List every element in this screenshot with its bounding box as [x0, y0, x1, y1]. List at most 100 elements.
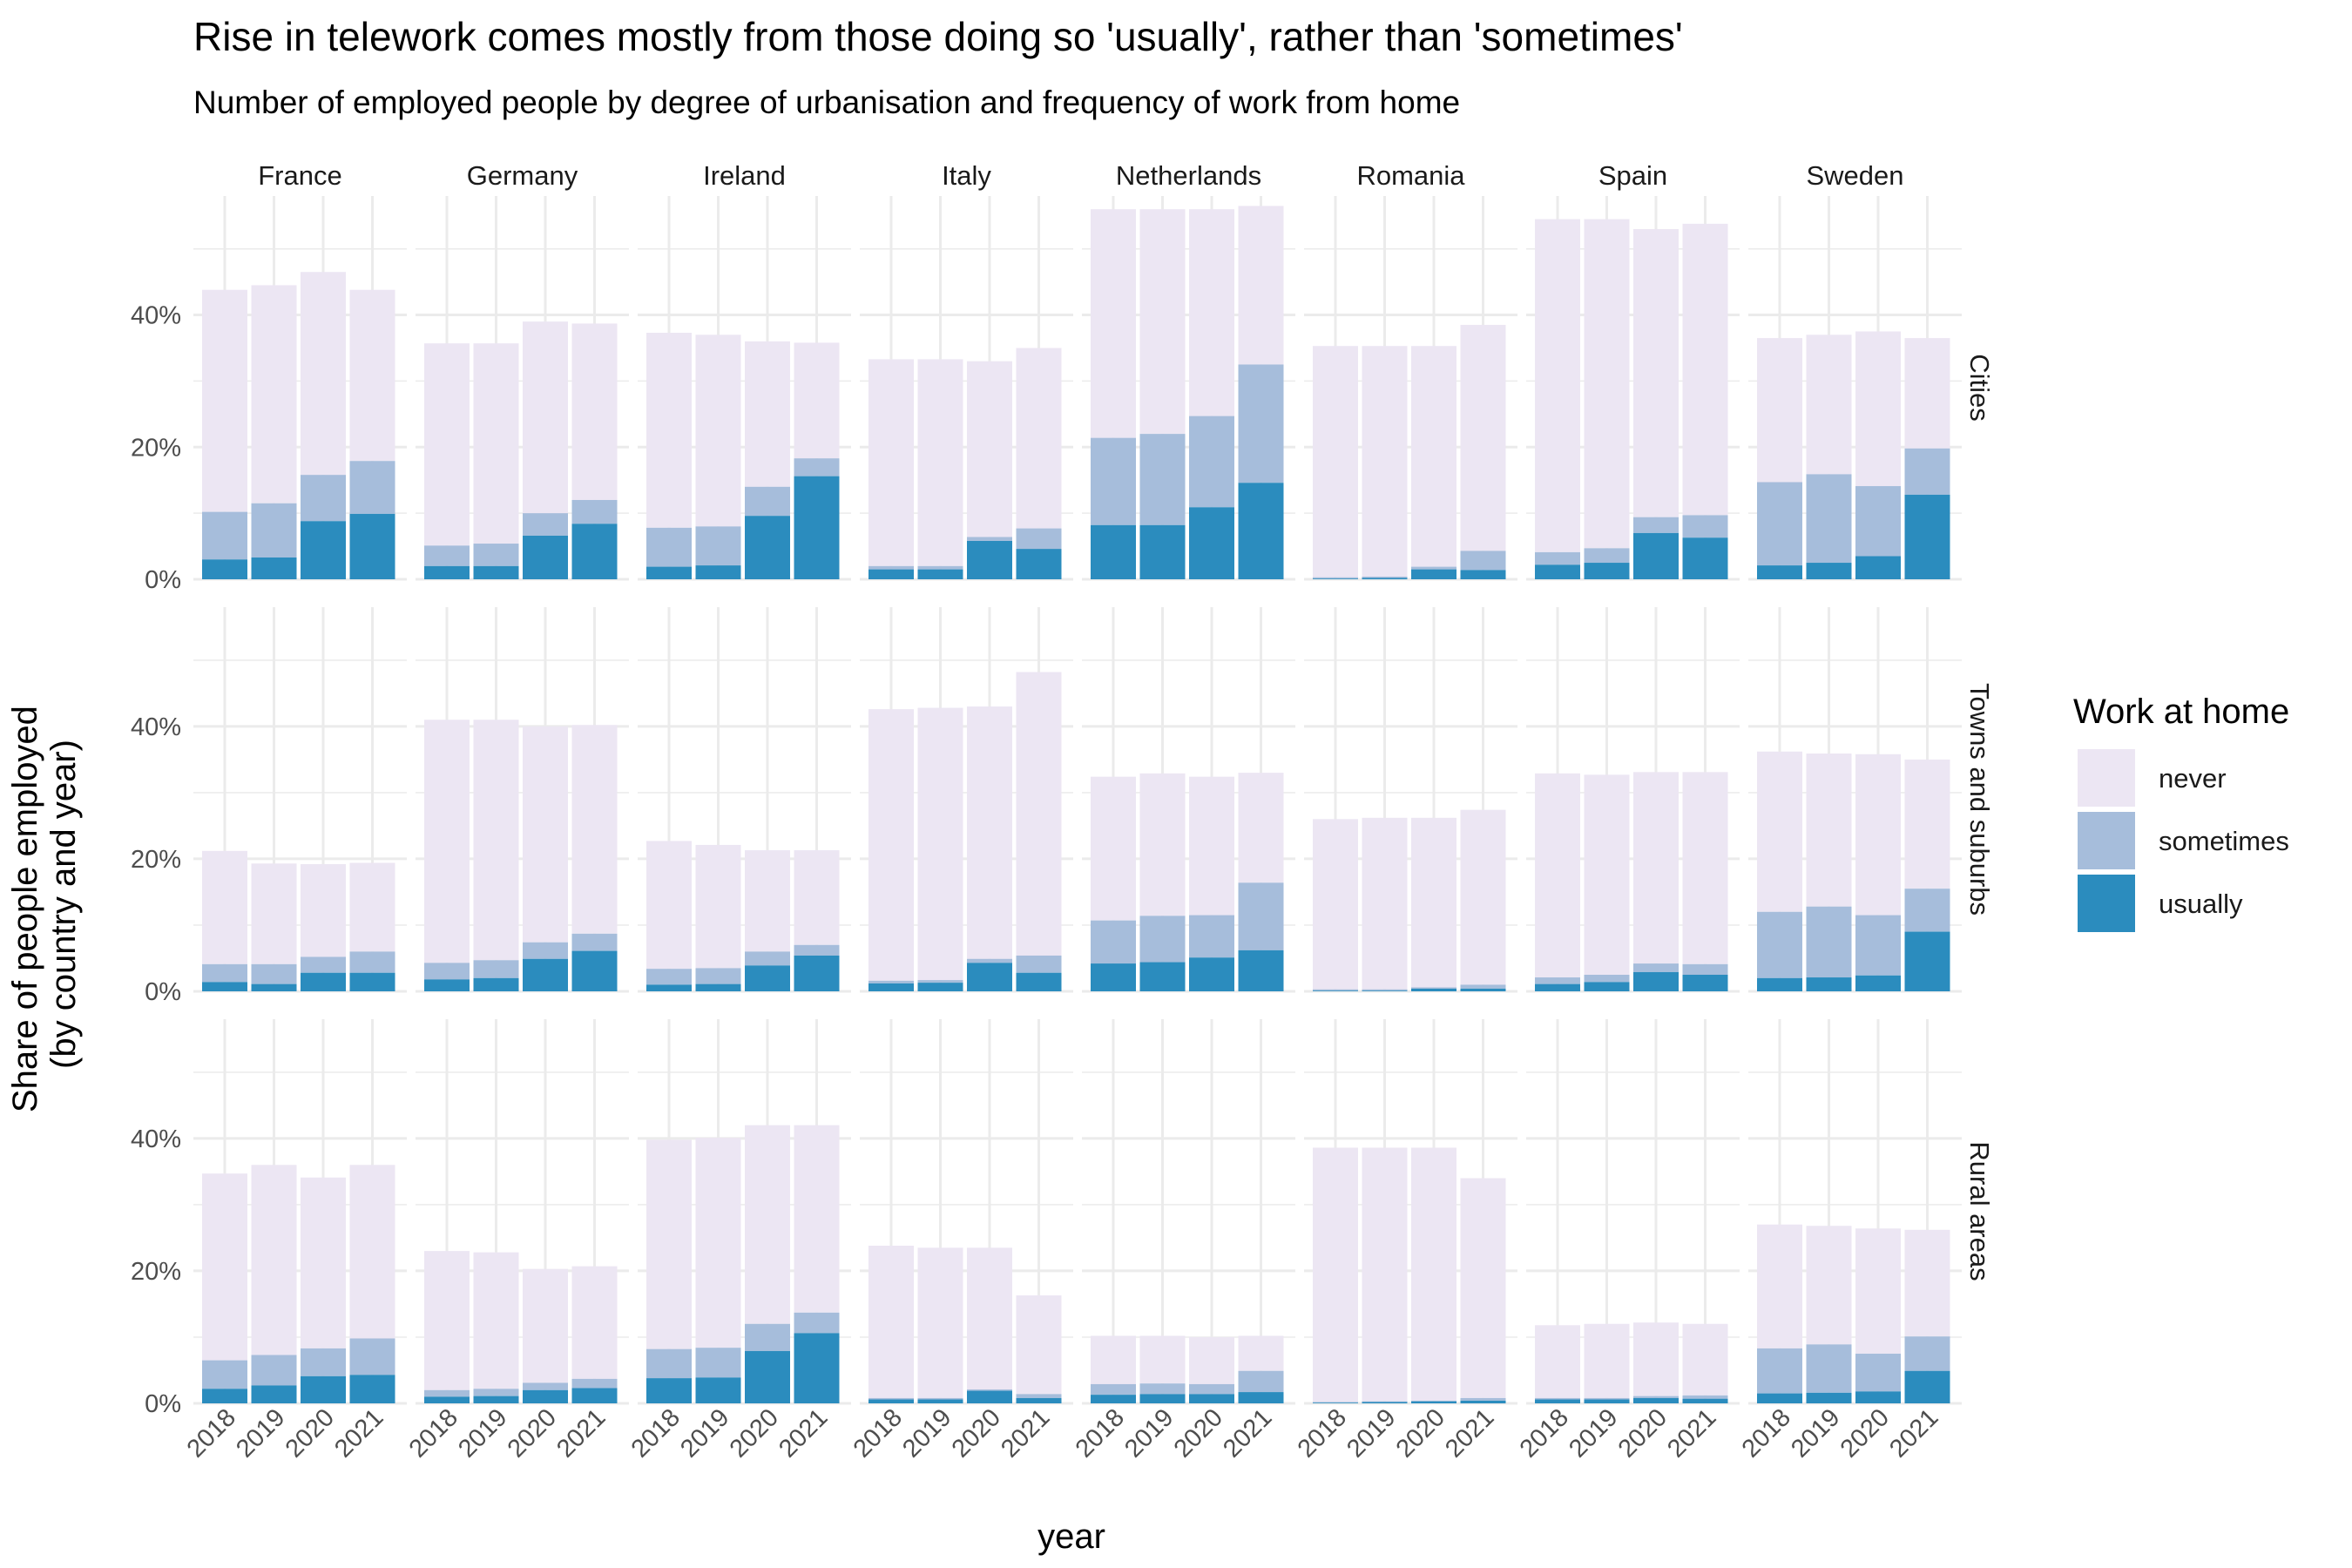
bar-towns-and-suburbs-france-2020-sometimes	[301, 956, 346, 973]
x-tick-label: 2020	[1613, 1403, 1673, 1463]
bar-rural-areas-ireland-2018-usually	[646, 1378, 692, 1403]
bar-towns-and-suburbs-romania-2021-usually	[1460, 988, 1506, 991]
bar-rural-areas-spain-2021-never	[1682, 1323, 1728, 1396]
bar-towns-and-suburbs-sweden-2021-usually	[1904, 931, 1950, 991]
bar-rural-areas-netherlands-2019-sometimes	[1139, 1383, 1186, 1395]
bar-cities-italy-2021-never	[1016, 348, 1062, 529]
bar-towns-and-suburbs-romania-2019-never	[1362, 817, 1408, 990]
bar-cities-france-2021-never	[349, 289, 395, 462]
x-tick-label: 2018	[1515, 1403, 1574, 1463]
bar-rural-areas-sweden-2019-usually	[1806, 1392, 1852, 1403]
bar-rural-areas-netherlands-2020-never	[1189, 1336, 1234, 1384]
bar-rural-areas-france-2019-sometimes	[251, 1355, 297, 1386]
facet-strip-rural-areas: Rural areas	[1964, 1141, 1995, 1281]
x-tick-label: 2019	[231, 1403, 290, 1463]
bar-towns-and-suburbs-romania-2018-usually	[1313, 990, 1358, 991]
chart-title: Rise in telework comes mostly from those…	[193, 14, 1683, 59]
bar-towns-and-suburbs-italy-2018-sometimes	[868, 980, 914, 983]
bar-towns-and-suburbs-netherlands-2021-never	[1238, 773, 1284, 883]
bar-cities-romania-2021-never	[1460, 324, 1506, 551]
bar-towns-and-suburbs-ireland-2021-sometimes	[794, 944, 840, 956]
x-tick-label: 2018	[1071, 1403, 1130, 1463]
bar-cities-germany-2021-usually	[571, 524, 618, 579]
bar-cities-germany-2019-sometimes	[473, 544, 519, 566]
bar-rural-areas-romania-2021-usually	[1460, 1400, 1506, 1403]
x-tick-label: 2018	[1293, 1403, 1352, 1463]
bar-cities-italy-2021-usually	[1016, 549, 1062, 579]
bar-cities-france-2020-never	[301, 272, 346, 476]
bar-towns-and-suburbs-ireland-2021-never	[794, 850, 840, 945]
bar-rural-areas-france-2018-never	[202, 1173, 247, 1361]
bar-towns-and-suburbs-france-2018-sometimes	[202, 963, 247, 983]
y-tick-label: 20%	[131, 846, 181, 874]
bar-rural-areas-germany-2020-never	[523, 1268, 568, 1383]
bar-cities-romania-2020-usually	[1411, 569, 1456, 579]
bar-rural-areas-italy-2021-usually	[1016, 1397, 1062, 1403]
x-tick-label: 2020	[1391, 1403, 1450, 1463]
facet-strip-germany: Germany	[467, 160, 578, 191]
bar-rural-areas-france-2020-never	[301, 1177, 346, 1348]
bar-cities-germany-2021-sometimes	[571, 499, 618, 524]
bar-towns-and-suburbs-sweden-2019-sometimes	[1806, 906, 1852, 978]
bar-towns-and-suburbs-france-2019-usually	[251, 983, 297, 991]
bar-rural-areas-ireland-2020-never	[745, 1125, 790, 1324]
bar-towns-and-suburbs-germany-2020-never	[523, 726, 568, 943]
x-tick-label: 2020	[503, 1403, 562, 1463]
bar-towns-and-suburbs-germany-2019-never	[473, 720, 519, 961]
x-tick-label: 2019	[1119, 1403, 1179, 1463]
bar-rural-areas-netherlands-2019-usually	[1139, 1394, 1186, 1403]
bar-rural-areas-sweden-2019-never	[1806, 1226, 1852, 1345]
bar-cities-italy-2021-sometimes	[1016, 528, 1062, 550]
bar-rural-areas-france-2020-sometimes	[301, 1348, 346, 1376]
panel-rural-areas-netherlands	[1082, 1019, 1295, 1405]
x-tick-label: 2019	[1564, 1403, 1623, 1463]
bar-cities-france-2021-usually	[349, 513, 395, 579]
bar-rural-areas-germany-2019-usually	[473, 1396, 519, 1403]
bar-rural-areas-spain-2020-usually	[1633, 1397, 1679, 1403]
bar-cities-italy-2020-usually	[967, 541, 1012, 579]
bar-cities-sweden-2019-usually	[1806, 563, 1852, 579]
bar-cities-spain-2018-usually	[1535, 564, 1580, 579]
bar-rural-areas-netherlands-2021-sometimes	[1238, 1370, 1284, 1393]
y-axis-title: Share of people employed (by country and…	[6, 696, 83, 1112]
facet-strip-netherlands: Netherlands	[1116, 160, 1261, 191]
bar-cities-germany-2018-usually	[424, 565, 470, 579]
bar-cities-france-2019-sometimes	[251, 503, 297, 558]
panel-rural-areas-spain	[1526, 1019, 1740, 1405]
bar-towns-and-suburbs-spain-2018-never	[1535, 773, 1580, 978]
panel-cities-sweden	[1748, 196, 1962, 581]
bar-towns-and-suburbs-france-2019-sometimes	[251, 963, 297, 984]
bar-rural-areas-netherlands-2018-sometimes	[1091, 1383, 1136, 1396]
bar-towns-and-suburbs-sweden-2020-usually	[1855, 975, 1901, 991]
bar-towns-and-suburbs-romania-2018-sometimes	[1313, 989, 1358, 991]
bar-towns-and-suburbs-romania-2020-sometimes	[1411, 987, 1456, 989]
bar-towns-and-suburbs-spain-2021-never	[1682, 772, 1728, 964]
bar-rural-areas-italy-2019-sometimes	[917, 1397, 963, 1400]
bar-cities-sweden-2018-never	[1757, 338, 1802, 483]
bar-towns-and-suburbs-netherlands-2021-sometimes	[1238, 882, 1284, 950]
x-tick-label: 2021	[551, 1403, 611, 1463]
facet-panels	[193, 196, 1962, 1405]
panel-towns-and-suburbs-romania	[1304, 607, 1517, 993]
bar-rural-areas-spain-2019-sometimes	[1584, 1397, 1630, 1400]
bar-cities-germany-2018-sometimes	[424, 545, 470, 566]
bar-rural-areas-ireland-2021-sometimes	[794, 1312, 840, 1334]
bar-rural-areas-romania-2019-usually	[1362, 1402, 1408, 1403]
bar-rural-areas-ireland-2019-usually	[695, 1377, 741, 1403]
bar-cities-italy-2018-usually	[868, 569, 914, 579]
bar-cities-germany-2020-never	[523, 321, 568, 514]
bar-rural-areas-romania-2019-never	[1362, 1147, 1408, 1402]
bar-rural-areas-sweden-2018-usually	[1757, 1393, 1802, 1403]
bar-towns-and-suburbs-netherlands-2021-usually	[1238, 950, 1284, 991]
x-tick-label: 2018	[182, 1403, 241, 1463]
bar-cities-ireland-2018-usually	[646, 566, 692, 579]
bar-rural-areas-netherlands-2020-sometimes	[1189, 1383, 1234, 1395]
x-tick-label: 2018	[1737, 1403, 1796, 1463]
bar-cities-italy-2018-sometimes	[868, 565, 914, 570]
y-tick-label: 0%	[145, 978, 181, 1006]
bar-rural-areas-ireland-2018-never	[646, 1139, 692, 1349]
bar-cities-spain-2020-usually	[1633, 532, 1679, 579]
bar-rural-areas-sweden-2021-usually	[1904, 1370, 1950, 1403]
bar-towns-and-suburbs-ireland-2020-usually	[745, 965, 790, 991]
bar-rural-areas-romania-2020-sometimes	[1411, 1400, 1456, 1402]
